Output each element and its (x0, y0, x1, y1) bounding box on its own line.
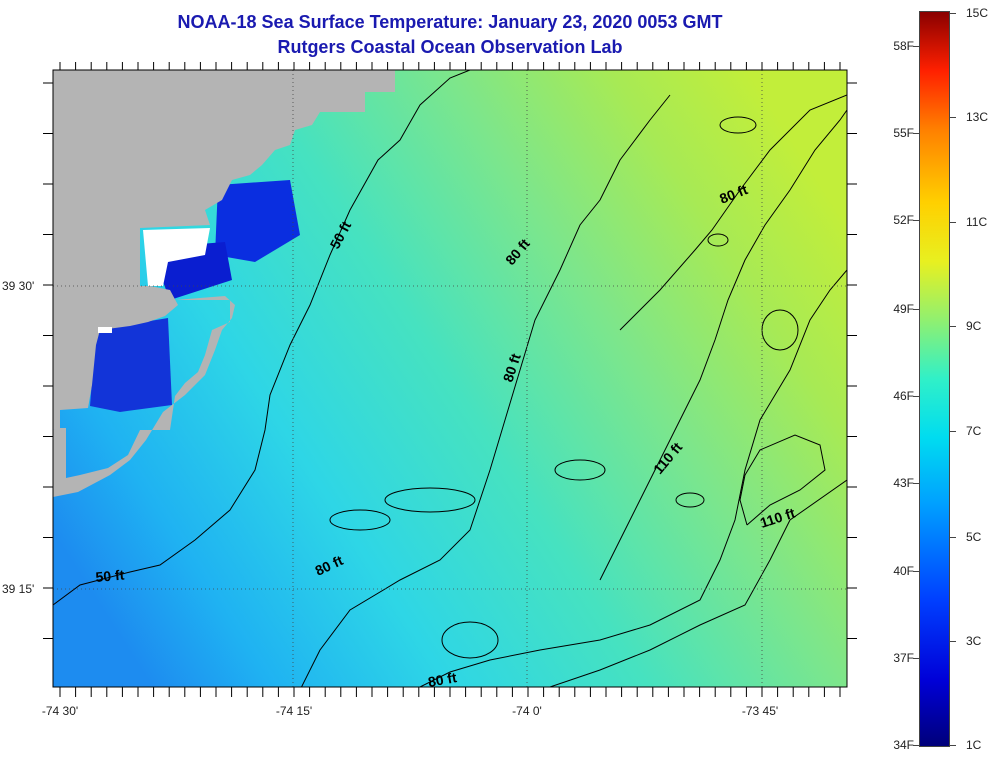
colorbar-tick (950, 641, 956, 642)
land-mass (53, 296, 235, 497)
contour-island (554, 459, 606, 481)
colorbar-tick (950, 326, 956, 327)
depth-contours (53, 70, 847, 687)
colorbar-celsius-label: 5C (966, 530, 982, 544)
contour-island (719, 116, 757, 134)
frame-ticks (43, 62, 857, 697)
colorbar-celsius-label: 13C (966, 110, 989, 124)
contour-80ft-outer (619, 94, 847, 331)
colorbar-tick (950, 117, 956, 118)
colorbar-tick (913, 571, 919, 572)
colorbar-tick (950, 537, 956, 538)
latitude-label: 39 30' (2, 279, 35, 293)
nodata-area (98, 327, 112, 333)
contour-label: 80 ft (427, 669, 458, 690)
cold-water-patch (215, 180, 300, 262)
colorbar-tick (950, 13, 956, 14)
colorbar-tick (913, 133, 919, 134)
colorbar-tick (913, 46, 919, 47)
colorbar-celsius-label: 1C (966, 738, 982, 752)
colorbar-tick (950, 222, 956, 223)
colorbar-tick (950, 431, 956, 432)
colorbar-tick (950, 745, 956, 746)
colorbar-tick (913, 658, 919, 659)
colorbar-fahrenheit-label: 43F (893, 476, 914, 490)
longitude-label: -73 45' (741, 704, 779, 718)
longitude-label: -74 0' (512, 704, 542, 718)
colorbar-tick (913, 220, 919, 221)
colorbar-celsius-label: 7C (966, 424, 982, 438)
latitude-label: 39 15' (2, 582, 35, 596)
colorbar-fahrenheit-label: 52F (893, 213, 914, 227)
colorbar-celsius-label: 15C (966, 6, 989, 20)
contour-80ft-coastal (300, 94, 671, 687)
contour-110ft-lower (549, 479, 847, 687)
colorbar-fahrenheit-label: 40F (893, 564, 914, 578)
longitude-label: -74 15' (275, 704, 313, 718)
sea-surface-temperature-map[interactable]: 50 ft 50 ft 80 ft 80 ft 80 ft 80 ft 80 f… (0, 0, 920, 761)
colorbar-fahrenheit-label: 55F (893, 126, 914, 140)
colorbar-tick (913, 309, 919, 310)
contour-80ft-middle (419, 269, 847, 687)
contour-110ft-main (599, 109, 847, 581)
contour-110ft-outer (739, 434, 826, 526)
colorbar-celsius-label: 11C (966, 215, 988, 229)
colorbar-fahrenheit-label: 58F (893, 39, 914, 53)
map-subtitle: Rutgers Coastal Ocean Observation Lab (277, 37, 623, 57)
contour-label: 50 ft (95, 567, 125, 585)
colorbar-fahrenheit-label: 34F (893, 738, 914, 752)
colorbar-fahrenheit-label: 49F (893, 302, 914, 316)
land-mass (53, 70, 395, 430)
contour-island (329, 509, 391, 531)
temperature-colorbar (919, 11, 950, 747)
map-title: NOAA-18 Sea Surface Temperature: January… (177, 12, 723, 32)
contour-island (384, 487, 476, 513)
colorbar-fahrenheit-label: 37F (893, 651, 914, 665)
contour-island (707, 233, 729, 247)
colorbar-tick (913, 396, 919, 397)
colorbar-celsius-label: 3C (966, 634, 982, 648)
colorbar-tick (913, 483, 919, 484)
graticule (53, 70, 847, 687)
contour-island (441, 621, 499, 659)
colorbar-fahrenheit-label: 46F (893, 389, 914, 403)
colorbar-celsius-label: 9C (966, 319, 982, 333)
contour-island (675, 492, 705, 508)
longitude-label: -74 30' (41, 704, 79, 718)
nodata-area (143, 228, 210, 286)
cold-water-patch (90, 318, 172, 412)
colorbar-tick (913, 745, 919, 746)
contour-50ft (53, 70, 471, 606)
